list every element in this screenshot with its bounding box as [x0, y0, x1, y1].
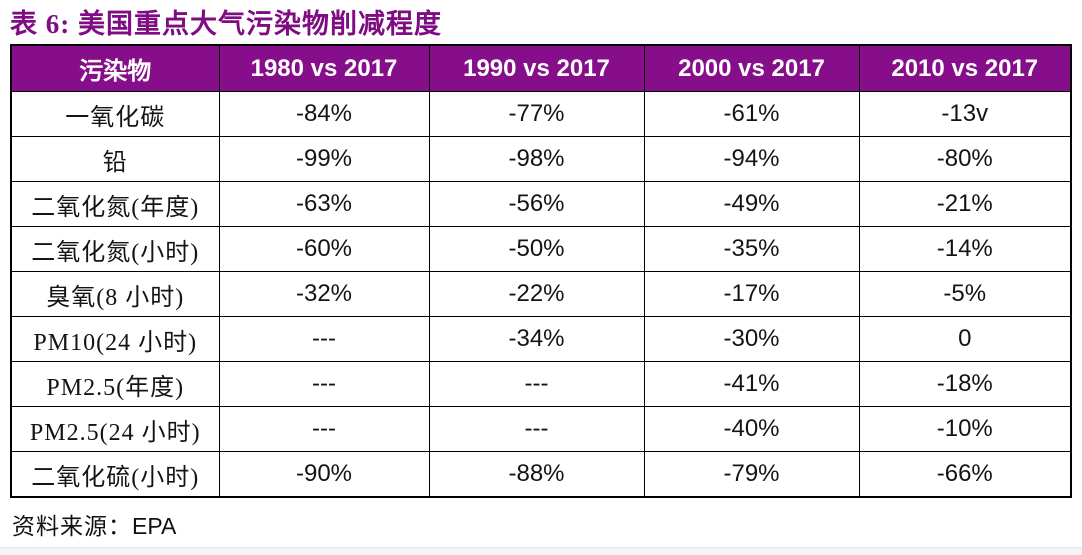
value-cell: 0	[858, 316, 1072, 362]
table-row: 臭氧(8 小时) -32% -22% -17% -5%	[10, 271, 1072, 317]
value-cell: -49%	[643, 181, 860, 227]
value-cell: -32%	[218, 271, 430, 317]
pollutant-name-cell: 臭氧(8 小时)	[10, 271, 220, 317]
value-cell: -40%	[643, 406, 860, 452]
value-cell: -80%	[858, 136, 1072, 182]
value-cell: -60%	[218, 226, 430, 272]
value-cell: ---	[218, 316, 430, 362]
value-cell: -13v	[858, 91, 1072, 137]
table-row: 一氧化碳 -84% -77% -61% -13v	[10, 91, 1072, 137]
value-cell: -50%	[428, 226, 645, 272]
table-row: 二氧化氮(小时) -60% -50% -35% -14%	[10, 226, 1072, 272]
table-row: PM2.5(24 小时) --- --- -40% -10%	[10, 406, 1072, 452]
value-cell: -14%	[858, 226, 1072, 272]
value-cell: -99%	[218, 136, 430, 182]
value-cell: ---	[218, 406, 430, 452]
value-cell: -56%	[428, 181, 645, 227]
table-row: PM10(24 小时) --- -34% -30% 0	[10, 316, 1072, 362]
value-cell: -21%	[858, 181, 1072, 227]
pollutant-name-cell: 二氧化硫(小时)	[10, 451, 220, 498]
value-cell: -30%	[643, 316, 860, 362]
pollutant-name-cell: 一氧化碳	[10, 91, 220, 137]
table-row: 铅 -99% -98% -94% -80%	[10, 136, 1072, 182]
value-cell: -17%	[643, 271, 860, 317]
pollutant-name-cell: 二氧化氮(年度)	[10, 181, 220, 227]
pollutant-name-cell: PM10(24 小时)	[10, 316, 220, 362]
table-row: 二氧化硫(小时) -90% -88% -79% -66%	[10, 451, 1072, 498]
source-value: EPA	[132, 513, 177, 539]
value-cell: ---	[218, 361, 430, 407]
source-label: 资料来源：	[12, 514, 132, 539]
value-cell: -5%	[858, 271, 1072, 317]
value-cell: -41%	[643, 361, 860, 407]
pollutant-name-cell: PM2.5(年度)	[10, 361, 220, 407]
pollutant-reduction-table: 污染物 1980 vs 2017 1990 vs 2017 2000 vs 2017 2…	[10, 44, 1072, 498]
table-row: PM2.5(年度) --- --- -41% -18%	[10, 361, 1072, 407]
value-cell: -94%	[643, 136, 860, 182]
table-title: 表 6: 美国重点大气污染物削减程度	[10, 9, 442, 39]
pollutant-name-cell: 二氧化氮(小时)	[10, 226, 220, 272]
value-cell: -61%	[643, 91, 860, 137]
column-header-3: 2000 vs 2017	[643, 44, 860, 92]
source-note: 资料来源：EPA	[12, 507, 1082, 541]
bottom-divider	[0, 547, 1082, 555]
value-cell: -18%	[858, 361, 1072, 407]
value-cell: -66%	[858, 451, 1072, 498]
value-cell: -63%	[218, 181, 430, 227]
pollutant-name-cell: PM2.5(24 小时)	[10, 406, 220, 452]
value-cell: -10%	[858, 406, 1072, 452]
value-cell: -79%	[643, 451, 860, 498]
value-cell: ---	[428, 361, 645, 407]
value-cell: -22%	[428, 271, 645, 317]
pollutant-name-cell: 铅	[10, 136, 220, 182]
column-header-0: 污染物	[10, 44, 220, 92]
column-header-1: 1980 vs 2017	[218, 44, 430, 92]
value-cell: -88%	[428, 451, 645, 498]
value-cell: ---	[428, 406, 645, 452]
column-header-4: 2010 vs 2017	[858, 44, 1072, 92]
value-cell: -34%	[428, 316, 645, 362]
value-cell: -98%	[428, 136, 645, 182]
value-cell: -84%	[218, 91, 430, 137]
value-cell: -90%	[218, 451, 430, 498]
column-header-2: 1990 vs 2017	[428, 44, 645, 92]
value-cell: -35%	[643, 226, 860, 272]
table-header-row: 污染物 1980 vs 2017 1990 vs 2017 2000 vs 2017 2…	[10, 44, 1072, 92]
table-row: 二氧化氮(年度) -63% -56% -49% -21%	[10, 181, 1072, 227]
value-cell: -77%	[428, 91, 645, 137]
